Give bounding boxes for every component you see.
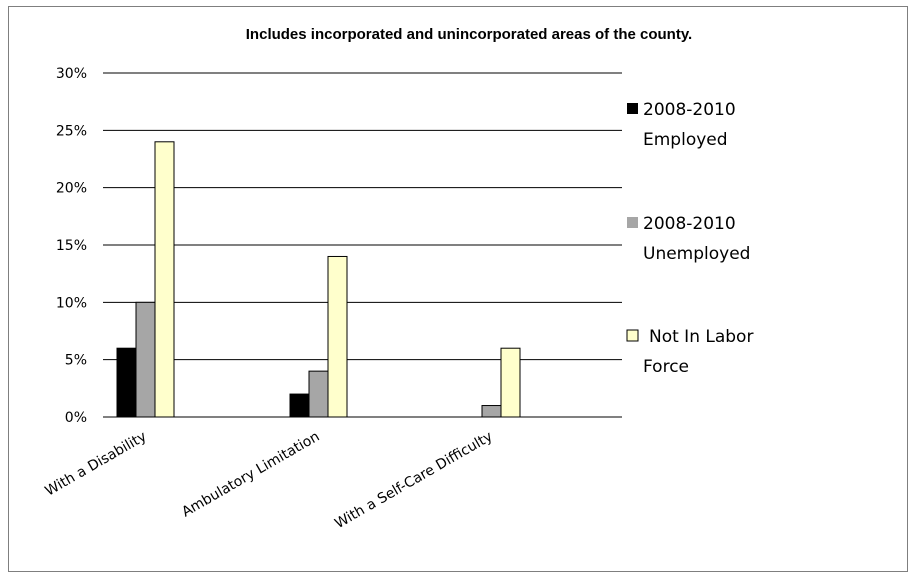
x-axis-categories: With a Disability Ambulatory Limitation Wi… [43, 429, 496, 532]
y-tick-label: 10% [56, 295, 87, 311]
legend-label: 2008-2010 [643, 100, 736, 120]
bar-2008-2010-employed-1 [289, 393, 310, 418]
bars [116, 141, 521, 418]
y-tick-label: 25% [56, 123, 87, 139]
bar-2008-2010-employed-0 [116, 347, 137, 418]
bar-not-in-labor-force-1 [327, 255, 348, 418]
x-category-label: With a Self-Care Difficulty [332, 429, 495, 532]
legend-label: Unemployed [643, 244, 750, 264]
chart-area: Includes incorporated and unincorporated… [8, 6, 908, 572]
y-tick-label: 0% [65, 410, 87, 426]
legend-label: Not In Labor [649, 327, 753, 347]
y-tick-label: 5% [65, 353, 87, 369]
legend-item: 2008-2010 Employed [627, 100, 736, 150]
bar-chart: Includes incorporated and unincorporated… [43, 26, 754, 532]
y-axis-ticks: 0% 5% 10% 15% 20% 25% 30% [56, 66, 87, 426]
bar-2008-2010-unemployed-0 [135, 301, 156, 418]
y-tick-label: 20% [56, 181, 87, 197]
legend-label: Employed [643, 130, 728, 150]
bar-not-in-labor-force-2 [500, 347, 521, 418]
y-tick-label: 15% [56, 238, 87, 254]
legend-label: Force [643, 357, 689, 377]
x-category-label: Ambulatory Limitation [179, 429, 322, 521]
legend-label: 2008-2010 [643, 214, 736, 234]
legend-swatch [627, 217, 638, 228]
legend-item: 2008-2010 Unemployed [627, 214, 750, 264]
bar-not-in-labor-force-0 [154, 141, 175, 418]
bar-2008-2010-unemployed-2 [481, 405, 502, 418]
gridlines [103, 72, 622, 418]
chart-title: Includes incorporated and unincorporated… [246, 26, 692, 43]
legend-item: Not In Labor Force [626, 327, 753, 377]
legend-swatch [627, 103, 638, 114]
y-tick-label: 30% [56, 66, 87, 82]
x-category-label: With a Disability [43, 429, 150, 500]
legend-swatch [626, 329, 639, 342]
legend: 2008-2010 Employed 2008-2010 Unemployed Not … [626, 100, 753, 377]
bar-2008-2010-unemployed-1 [308, 370, 329, 418]
